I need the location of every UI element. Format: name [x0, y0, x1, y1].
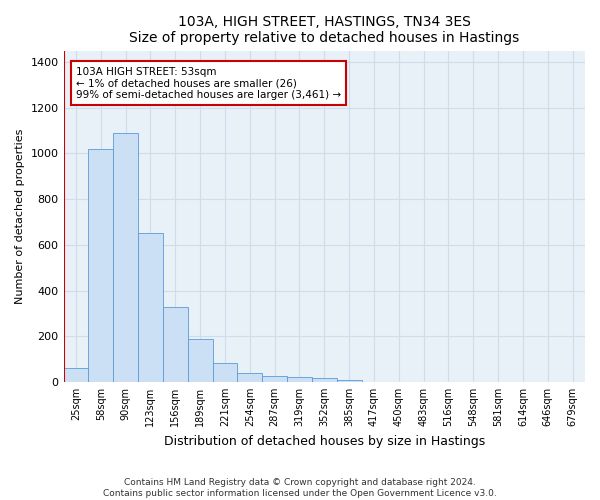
Bar — [163, 306, 188, 382]
Bar — [138, 234, 163, 382]
Bar — [337, 380, 362, 382]
Bar — [212, 362, 238, 382]
Bar — [88, 149, 113, 382]
Y-axis label: Number of detached properties: Number of detached properties — [15, 128, 25, 304]
X-axis label: Distribution of detached houses by size in Hastings: Distribution of detached houses by size … — [164, 434, 485, 448]
Text: Contains HM Land Registry data © Crown copyright and database right 2024.
Contai: Contains HM Land Registry data © Crown c… — [103, 478, 497, 498]
Bar — [64, 368, 88, 382]
Bar — [113, 133, 138, 382]
Bar — [312, 378, 337, 382]
Title: 103A, HIGH STREET, HASTINGS, TN34 3ES
Size of property relative to detached hous: 103A, HIGH STREET, HASTINGS, TN34 3ES Si… — [129, 15, 520, 45]
Bar — [262, 376, 287, 382]
Text: 103A HIGH STREET: 53sqm
← 1% of detached houses are smaller (26)
99% of semi-det: 103A HIGH STREET: 53sqm ← 1% of detached… — [76, 66, 341, 100]
Bar — [188, 338, 212, 382]
Bar — [238, 373, 262, 382]
Bar — [287, 377, 312, 382]
